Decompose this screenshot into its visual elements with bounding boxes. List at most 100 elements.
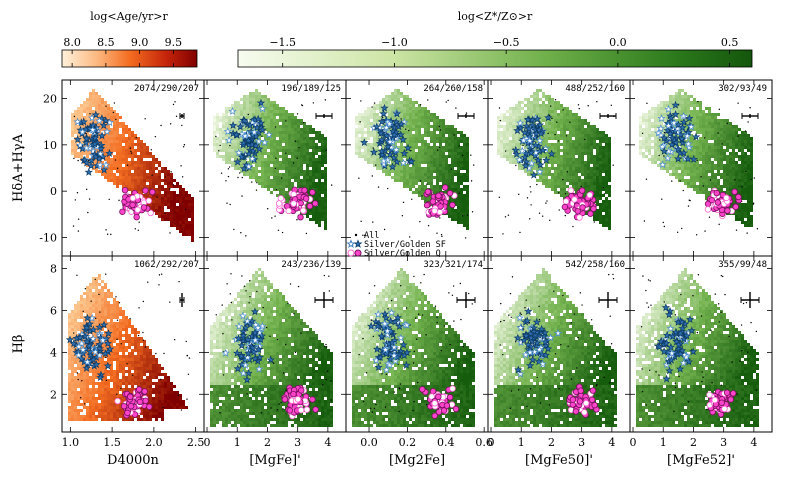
- density-cell: [264, 119, 267, 122]
- density-cell: [466, 224, 469, 227]
- density-cell: [572, 125, 575, 128]
- density-cell: [418, 161, 421, 164]
- density-cell: [137, 176, 140, 179]
- density-cell: [400, 167, 403, 170]
- density-cell: [185, 227, 188, 230]
- density-cell: [358, 128, 361, 131]
- density-cell: [324, 143, 327, 146]
- density-cell: [400, 170, 403, 173]
- point-sf: [240, 131, 250, 140]
- density-cell: [306, 146, 309, 149]
- density-cell: [530, 95, 533, 98]
- density-cell: [318, 215, 321, 218]
- density-cell: [188, 230, 191, 233]
- density-cell: [506, 140, 509, 143]
- density-cell: [306, 149, 309, 152]
- density-cell: [318, 206, 321, 209]
- density-cell: [678, 128, 681, 131]
- density-cell: [315, 146, 318, 149]
- colorbar-tick-label: −0.5: [493, 36, 520, 49]
- density-cell: [506, 116, 509, 119]
- density-cell: [297, 158, 300, 161]
- density-cell: [258, 116, 261, 119]
- density-cell: [560, 122, 563, 125]
- density-cell: [593, 131, 596, 134]
- density-cell: [89, 134, 92, 137]
- density-cell: [140, 146, 143, 149]
- density-cell: [140, 191, 143, 194]
- density-cell: [134, 167, 137, 170]
- density-cell: [170, 203, 173, 206]
- density-cell: [457, 215, 460, 218]
- point-all: [562, 109, 564, 111]
- point-all: [455, 107, 457, 109]
- density-cell: [587, 140, 590, 143]
- point-all: [108, 198, 110, 201]
- density-cell: [261, 152, 264, 155]
- density-cell: [648, 140, 651, 143]
- density-cell: [412, 143, 415, 146]
- density-cell: [512, 161, 515, 164]
- density-cell: [457, 206, 460, 209]
- density-cell: [249, 158, 252, 161]
- density-cell: [699, 143, 702, 146]
- density-cell: [155, 200, 158, 203]
- density-cell: [373, 137, 376, 140]
- density-cell: [512, 113, 515, 116]
- density-cell: [382, 170, 385, 173]
- density-cell: [557, 122, 560, 125]
- density-cell: [270, 161, 273, 164]
- density-cell: [276, 125, 279, 128]
- point-all: [528, 218, 531, 220]
- density-cell: [463, 134, 466, 137]
- density-cell: [188, 203, 191, 206]
- density-cell: [231, 116, 234, 119]
- density-cell: [448, 176, 451, 179]
- density-cell: [264, 179, 267, 182]
- point-sf: [258, 125, 267, 134]
- density-cell: [246, 101, 249, 104]
- density-cell: [536, 164, 539, 167]
- density-cell: [732, 134, 735, 137]
- density-cell: [460, 176, 463, 179]
- density-cell: [560, 125, 563, 128]
- density-cell: [448, 173, 451, 176]
- density-cell: [424, 149, 427, 152]
- density-cell: [188, 224, 191, 227]
- density-cell: [113, 179, 116, 182]
- density-cell: [225, 119, 228, 122]
- density-cell: [125, 176, 128, 179]
- density-cell: [297, 134, 300, 137]
- density-cell: [545, 140, 548, 143]
- density-cell: [497, 143, 500, 146]
- density-cell: [439, 170, 442, 173]
- density-cell: [557, 128, 560, 131]
- density-cell: [593, 182, 596, 185]
- density-cell: [732, 131, 735, 134]
- point-all: [183, 144, 186, 146]
- density-cell: [515, 146, 518, 149]
- density-cell: [255, 113, 258, 116]
- density-cell: [672, 107, 675, 110]
- density-cell: [648, 128, 651, 131]
- density-cell: [424, 170, 427, 173]
- density-cell: [173, 185, 176, 188]
- point-sf: [400, 149, 409, 158]
- density-cell: [231, 119, 234, 122]
- density-cell: [678, 101, 681, 104]
- density-cell: [542, 143, 545, 146]
- density-cell: [110, 179, 113, 182]
- density-cell: [711, 113, 714, 116]
- density-cell: [509, 110, 512, 113]
- density-cell: [421, 167, 424, 170]
- density-cell: [285, 119, 288, 122]
- density-cell: [590, 188, 593, 191]
- density-cell: [315, 173, 318, 176]
- density-cell: [690, 113, 693, 116]
- density-cell: [639, 131, 642, 134]
- density-cell: [110, 119, 113, 122]
- density-cell: [122, 152, 125, 155]
- density-cell: [741, 140, 744, 143]
- density-cell: [515, 107, 518, 110]
- density-cell: [666, 134, 669, 137]
